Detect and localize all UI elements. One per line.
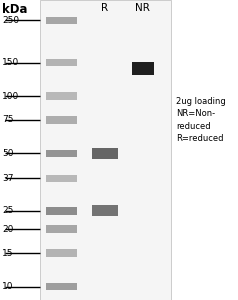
Text: 15: 15	[2, 248, 14, 257]
Text: 250: 250	[2, 16, 20, 25]
Text: 37: 37	[2, 174, 14, 183]
Text: 150: 150	[2, 58, 20, 67]
Bar	[46, 116, 77, 124]
Bar	[46, 150, 77, 157]
Polygon shape	[40, 0, 171, 300]
Bar	[132, 62, 154, 75]
Text: 2ug loading
NR=Non-
reduced
R=reduced: 2ug loading NR=Non- reduced R=reduced	[176, 97, 226, 143]
Bar	[46, 175, 77, 182]
Text: 50: 50	[2, 149, 14, 158]
Text: R: R	[101, 3, 108, 13]
Bar	[46, 16, 77, 24]
Text: kDa: kDa	[2, 2, 28, 16]
Text: 25: 25	[2, 206, 14, 215]
Bar	[92, 206, 118, 216]
Bar	[46, 207, 77, 214]
Bar	[46, 283, 77, 290]
Text: NR: NR	[135, 3, 150, 13]
Text: 75: 75	[2, 116, 14, 124]
Text: 20: 20	[2, 225, 14, 234]
Text: 10: 10	[2, 282, 14, 291]
Bar	[46, 226, 77, 233]
Text: 100: 100	[2, 92, 20, 101]
Bar	[46, 59, 77, 66]
Bar	[46, 92, 77, 100]
Bar	[46, 249, 77, 257]
Bar	[92, 148, 118, 159]
